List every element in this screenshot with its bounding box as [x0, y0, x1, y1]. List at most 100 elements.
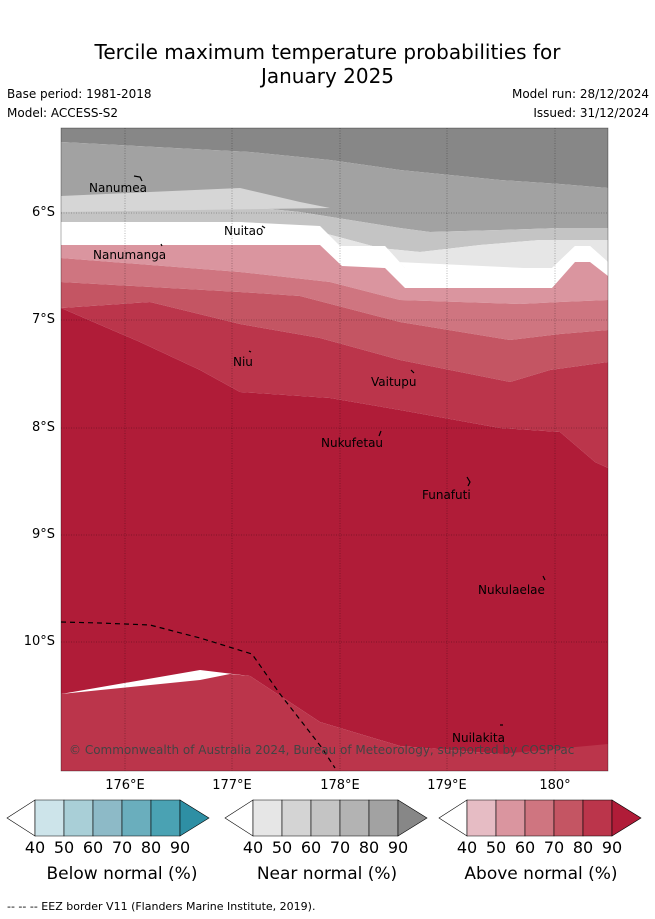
colorbar-segment — [63, 799, 94, 837]
colorbar-tick-label: 70 — [111, 838, 133, 857]
near-normal-70-region — [61, 206, 608, 252]
colorbar-tick-label: 80 — [140, 838, 162, 857]
place-label-nanumanga: Nanumanga — [93, 248, 166, 262]
colorbar-segment — [495, 799, 526, 837]
colorbar-tick-label: 50 — [53, 838, 75, 857]
colorbar-min-extension — [6, 799, 36, 837]
lon-label-176e: 176°E — [105, 778, 145, 793]
above-normal-70-region — [61, 282, 608, 382]
colorbar-segment — [34, 799, 65, 837]
colorbar-above-normal — [438, 798, 643, 838]
map-frame — [60, 127, 609, 772]
model-run: Model run: 28/12/2024 — [511, 87, 649, 101]
model-name: Model: ACCESS-S2 — [7, 106, 119, 120]
colorbar-below-normal-scale — [6, 799, 210, 837]
colorbar-segment — [92, 799, 123, 837]
place-label-nanumea: Nanumea — [89, 181, 147, 195]
nuitao-island-icon — [261, 225, 266, 229]
place-label-nukufetau: Nukufetau — [321, 436, 383, 450]
place-label-nukulaelae: Nukulaelae — [478, 583, 545, 597]
colorbar-tick-label: 60 — [514, 838, 536, 857]
colorbar-tick-label: 50 — [485, 838, 507, 857]
colorbar-segment — [121, 799, 152, 837]
funafuti-island-icon — [466, 476, 471, 487]
lat-label-7s: 7°S — [31, 312, 55, 327]
issued-date: Issued: 31/12/2024 — [533, 106, 649, 120]
colorbar-tick-label: 90 — [169, 838, 191, 857]
near-normal-90-region — [61, 128, 608, 188]
title-line-2: January 2025 — [260, 64, 395, 88]
place-label-nuilakita: Nuilakita — [452, 731, 505, 745]
lon-label-179e: 179°E — [427, 778, 467, 793]
colorbar-min-extension — [224, 799, 254, 837]
above-normal-80-south-region — [61, 674, 608, 771]
colorbar-tick-label: 40 — [456, 838, 478, 857]
above-normal-90-region — [61, 308, 608, 760]
colorbar-segment — [368, 799, 399, 837]
colorbar-near-normal-scale — [224, 799, 428, 837]
colorbar-segment — [466, 799, 497, 837]
colorbar-title-below: Below normal (%) — [46, 864, 198, 884]
nukulaelae-island-icon — [542, 575, 546, 581]
above-normal-80-region — [61, 302, 608, 468]
base-period: Base period: 1981-2018 — [7, 87, 152, 101]
colorbar-tick-label: 80 — [358, 838, 380, 857]
colorbar-title-near: Near normal (%) — [256, 864, 398, 884]
colorbar-near-normal — [224, 798, 429, 838]
probability-map: Nanumea Nuitao Nanumanga Niu Vaitupu Nuk… — [60, 127, 609, 772]
colorbar-tick-label: 70 — [329, 838, 351, 857]
graticule — [61, 128, 608, 771]
lon-label-180: 180° — [539, 778, 571, 793]
place-label-nuitao: Nuitao — [224, 224, 263, 238]
colorbar-segment — [339, 799, 370, 837]
colorbar-segment — [252, 799, 283, 837]
nukufetau-island-icon — [378, 430, 382, 437]
colorbar-tick-label: 50 — [271, 838, 293, 857]
colorbar-tick-label: 40 — [24, 838, 46, 857]
colorbar-tick-label: 90 — [387, 838, 409, 857]
niu-island-icon — [248, 350, 252, 353]
copyright-notice: © Commonwealth of Australia 2024, Bureau… — [69, 743, 574, 757]
place-label-funafuti: Funafuti — [422, 488, 471, 502]
above-normal-50-region — [61, 245, 608, 304]
colorbar-below-normal — [6, 798, 211, 838]
colorbar-max-extension — [397, 799, 428, 837]
lat-label-10s: 10°S — [23, 634, 55, 649]
colorbar-tick-label: 90 — [601, 838, 623, 857]
nanumanga-island-icon — [160, 243, 163, 247]
lon-label-177e: 177°E — [212, 778, 252, 793]
eez-legend-note: -- -- -- EEZ border V11 (Flanders Marine… — [7, 900, 316, 913]
title-line-1: Tercile maximum temperature probabilitie… — [94, 40, 561, 64]
near-normal-60-region — [61, 188, 330, 212]
near-normal-50-region — [320, 232, 608, 268]
lat-label-6s: 6°S — [31, 205, 55, 220]
above-normal-60-region — [61, 258, 608, 340]
near-normal-80-region — [61, 142, 608, 232]
colorbar-segment — [524, 799, 555, 837]
colorbar-tick-label: 70 — [543, 838, 565, 857]
colorbar-segment — [553, 799, 584, 837]
vaitupu-island-icon — [410, 369, 415, 374]
colorbar-tick-label: 40 — [242, 838, 264, 857]
colorbar-title-above: Above normal (%) — [464, 864, 618, 884]
colorbar-tick-label: 80 — [572, 838, 594, 857]
eez-border-line — [61, 621, 336, 769]
colorbar-segment — [281, 799, 312, 837]
lat-label-9s: 9°S — [31, 527, 55, 542]
colorbar-above-normal-scale — [438, 799, 642, 837]
no-dominant-band — [61, 222, 608, 272]
colorbar-segment — [150, 799, 181, 837]
colorbar-tick-label: 60 — [300, 838, 322, 857]
colorbar-segment — [310, 799, 341, 837]
colorbar-max-extension — [179, 799, 210, 837]
lon-label-178e: 178°E — [320, 778, 360, 793]
place-label-vaitupu: Vaitupu — [371, 375, 417, 389]
colorbar-tick-label: 60 — [82, 838, 104, 857]
place-label-niu: Niu — [233, 355, 253, 369]
colorbar-max-extension — [611, 799, 642, 837]
lat-label-8s: 8°S — [31, 420, 55, 435]
colorbar-segment — [582, 799, 613, 837]
nanumea-island-icon — [133, 175, 143, 182]
colorbar-min-extension — [438, 799, 468, 837]
map-title: Tercile maximum temperature probabilitie… — [0, 40, 655, 88]
